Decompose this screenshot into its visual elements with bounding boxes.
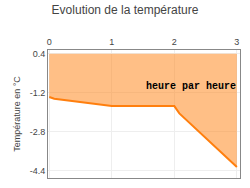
svg-text:0: 0 (47, 37, 52, 47)
svg-text:1: 1 (109, 37, 114, 47)
svg-text:-2.8: -2.8 (30, 127, 46, 137)
svg-text:Température en °C: Température en °C (12, 76, 22, 152)
svg-text:-4.4: -4.4 (30, 166, 46, 176)
svg-text:Evolution de la température: Evolution de la température (52, 3, 199, 17)
svg-text:-1.2: -1.2 (30, 88, 46, 98)
svg-text:0.4: 0.4 (33, 49, 46, 59)
svg-text:heure par heure: heure par heure (146, 81, 236, 92)
svg-text:2: 2 (172, 37, 177, 47)
svg-text:3: 3 (234, 37, 239, 47)
